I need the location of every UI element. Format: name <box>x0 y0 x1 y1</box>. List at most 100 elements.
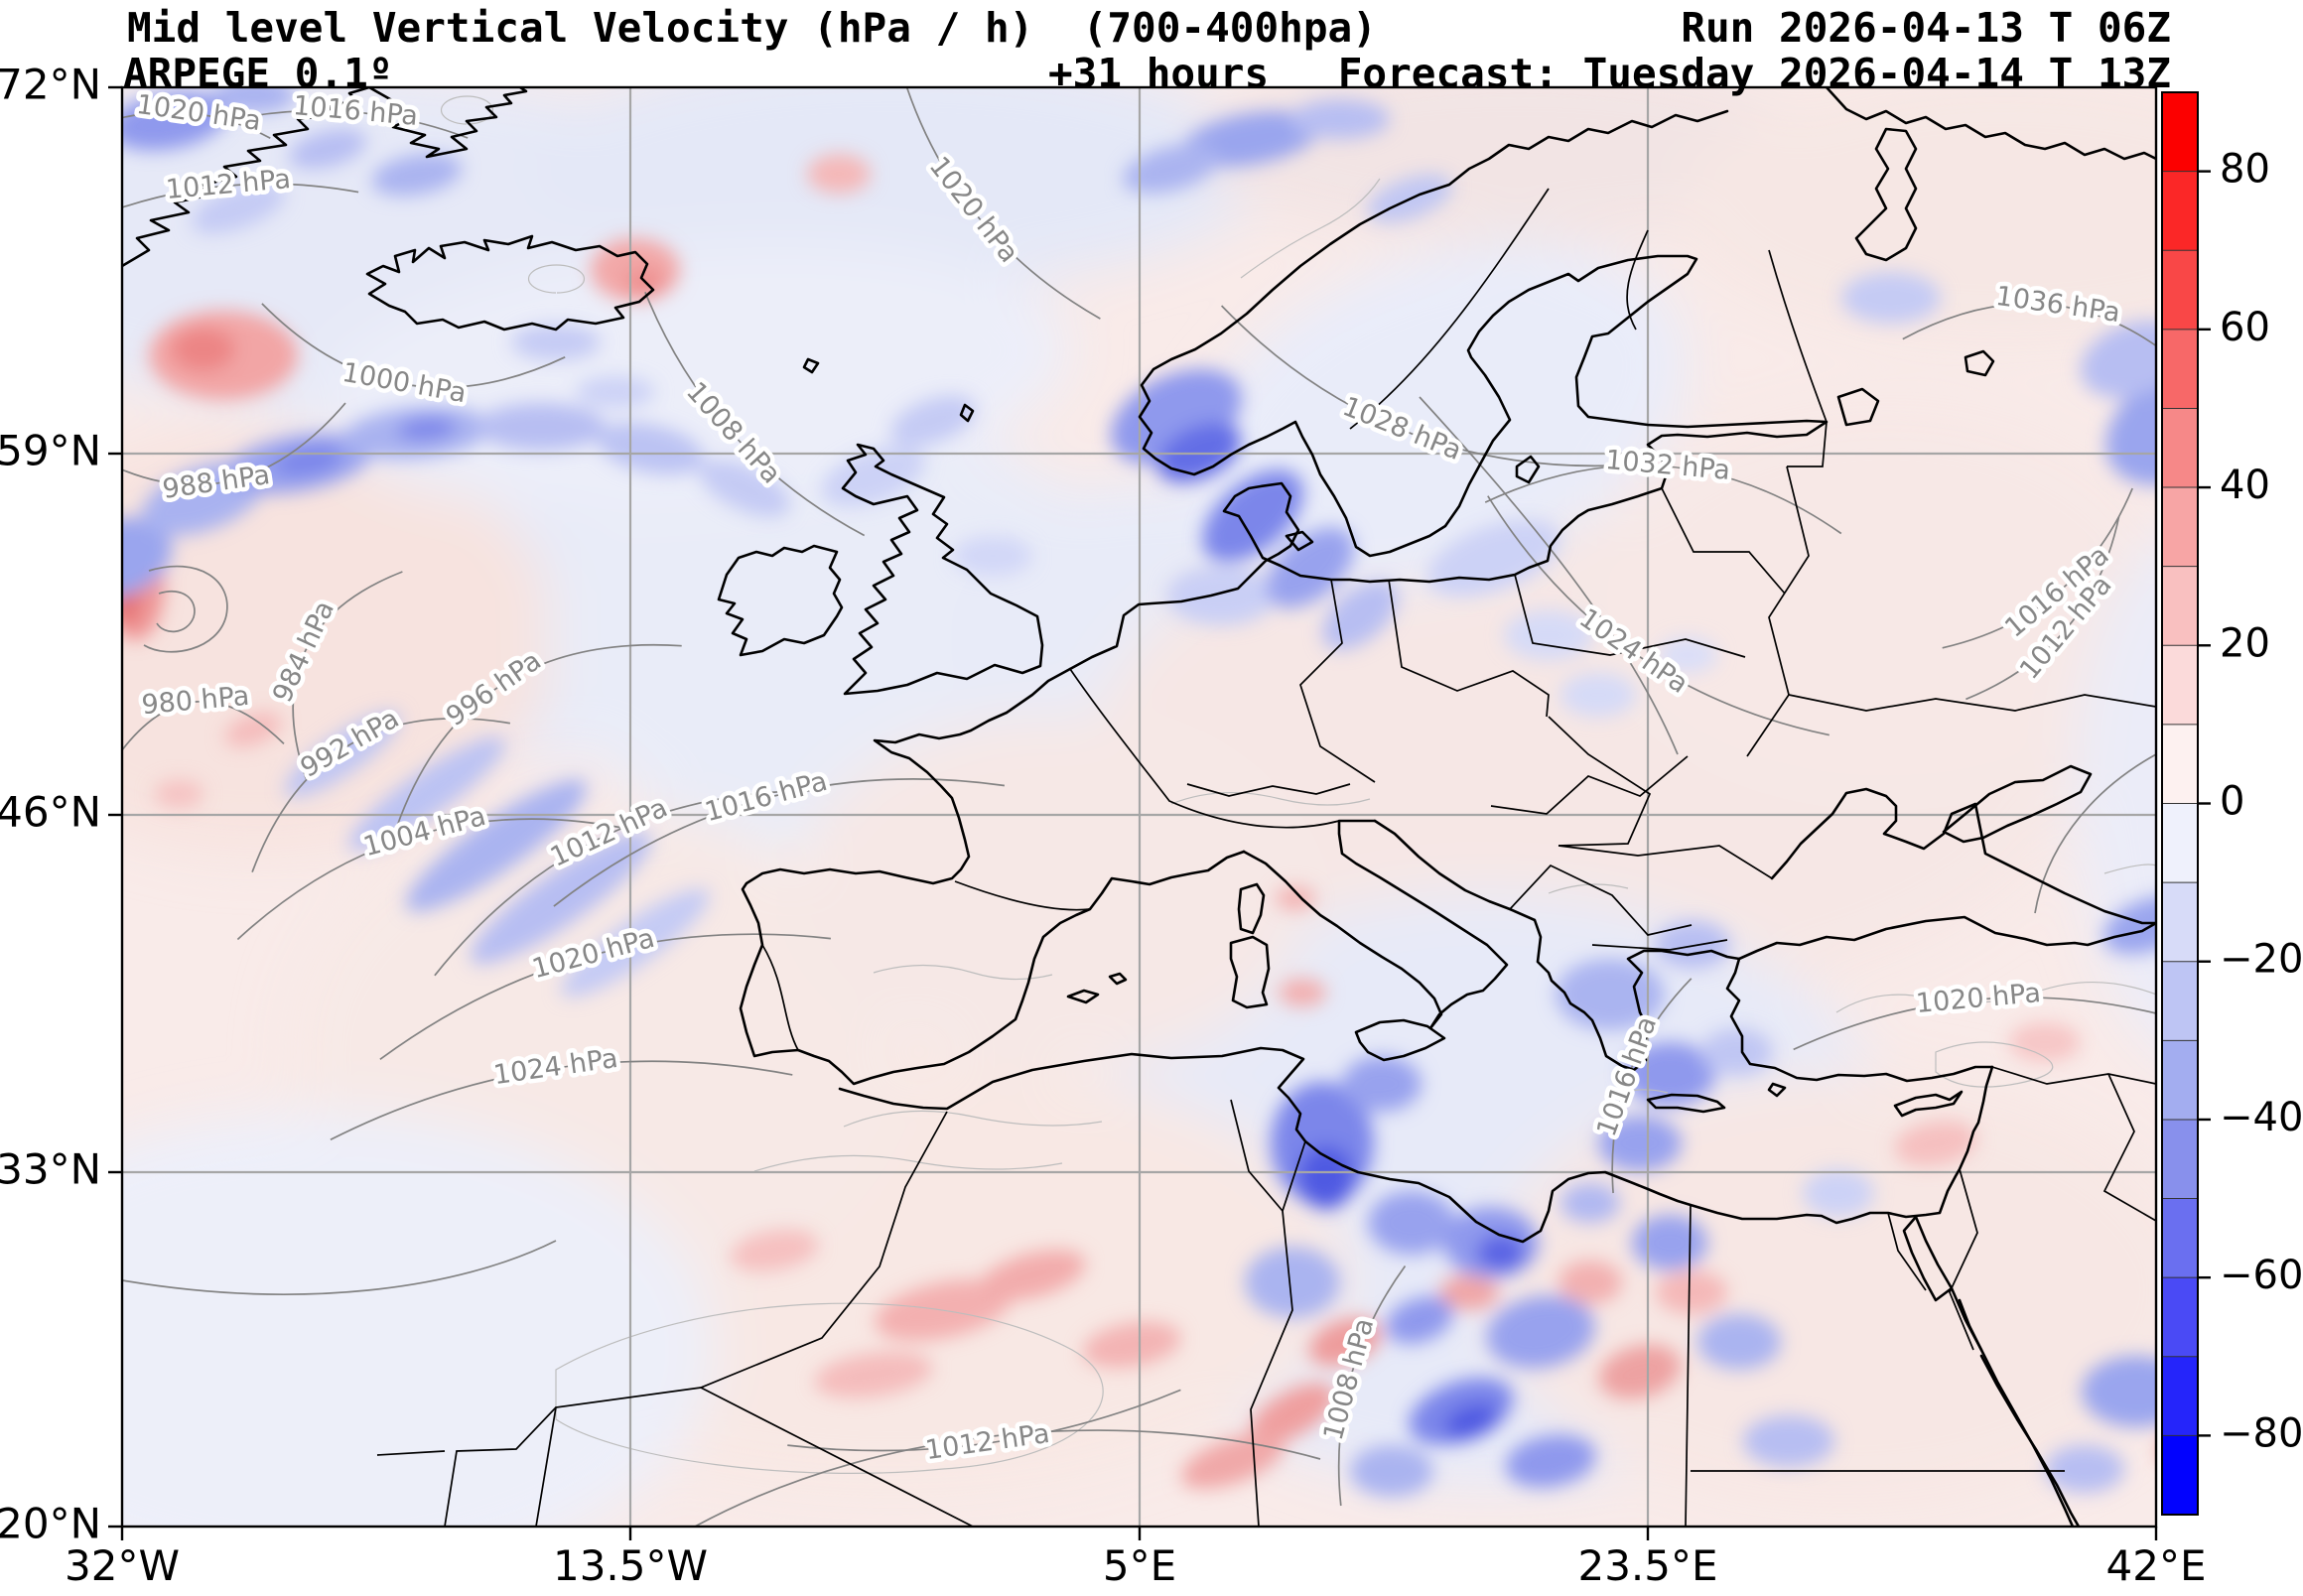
colorbar-segment <box>2162 92 2198 173</box>
y-tick-label: 46°N <box>0 788 101 837</box>
shading-blob <box>122 91 228 151</box>
isobar-path <box>143 565 228 653</box>
shading-blob <box>1276 886 1315 910</box>
shading-blob <box>1504 610 1593 660</box>
shading-blob <box>476 403 606 451</box>
shading-blob <box>284 711 401 798</box>
coastline-path <box>717 544 844 657</box>
border-path <box>1991 1066 2156 1085</box>
shading-blob <box>154 780 203 808</box>
shading-blob <box>814 1351 933 1398</box>
border-path <box>954 880 1091 911</box>
border-path <box>1788 694 2156 712</box>
isobar-path <box>644 291 866 537</box>
coastline-path <box>122 87 371 268</box>
shading-blob <box>1678 87 2156 347</box>
colorbar-segment <box>2162 171 2198 251</box>
isobar-path <box>1611 978 1693 1194</box>
border-path <box>1388 579 1550 718</box>
shading-blob <box>1350 1445 1433 1497</box>
shading-blob <box>289 128 366 170</box>
isobar-path <box>434 789 831 977</box>
colorbar-segment <box>2162 1435 2198 1516</box>
shading-blob <box>2210 999 2293 1068</box>
isobar-path <box>2034 753 2156 914</box>
coastline-path <box>1373 819 2156 1072</box>
colorbar-tick-label: −80 <box>2220 1410 2303 1456</box>
y-tick-label: 72°N <box>0 61 101 109</box>
coastline-path <box>1770 787 2156 925</box>
shading-blob <box>2009 1022 2081 1062</box>
shading-blob <box>172 328 235 371</box>
shading-blob <box>1308 1317 1382 1367</box>
isobar-path <box>156 590 196 633</box>
shading-blob <box>122 517 173 598</box>
border-path <box>1887 1212 1927 1291</box>
border-path <box>1787 421 1828 467</box>
terrain-contour-path <box>2103 864 2156 874</box>
shading-blob <box>122 427 556 854</box>
border-path <box>1548 716 1652 847</box>
shading-blob <box>1245 1247 1340 1318</box>
colorbar: 80 60 40 20 0 −20 −40 −60 −80 <box>2161 91 2303 1516</box>
border-path <box>1299 579 1376 783</box>
isobar-path <box>388 643 682 852</box>
shading-blob <box>1477 1235 1525 1270</box>
terrain-contour-path <box>843 1110 1103 1128</box>
isobar-path <box>122 183 359 208</box>
shading-blob <box>1250 1383 1335 1444</box>
isobar-path <box>1902 303 2156 347</box>
border-path <box>1230 1099 1284 1212</box>
model-label: ARPEGE 0.1º <box>123 50 393 97</box>
shading-blob <box>576 376 655 408</box>
shading-blob <box>1598 1344 1682 1399</box>
isobar-contours <box>122 87 2156 1527</box>
shading-blob <box>596 422 705 475</box>
colorbar-segment <box>2162 1040 2198 1121</box>
border-path <box>1069 668 1340 829</box>
colorbar-tick-label: 40 <box>2220 463 2270 508</box>
terrain-contour-path <box>873 964 1053 981</box>
page-title: Mid level Vertical Velocity (hPa / h) (7… <box>127 4 1377 52</box>
shading-blob <box>371 153 463 197</box>
shading-blob <box>122 1112 715 1527</box>
border-path <box>700 1387 974 1527</box>
run-info: Run 2026-04-13 T 06Z <box>1681 4 2171 52</box>
shading-blob <box>1588 397 2156 794</box>
shading-blob <box>1279 979 1326 1006</box>
shading-blob <box>1803 1169 1874 1217</box>
shading-blob <box>516 87 1271 288</box>
colorbar-tick-label: 60 <box>2220 305 2270 350</box>
colorbar-tick-label: −40 <box>2220 1095 2303 1140</box>
coastline-path <box>1229 935 1271 1009</box>
border-path <box>1685 1204 1692 1527</box>
colorbar-tick-label: −60 <box>2220 1253 2303 1298</box>
shading-blob <box>1841 272 1941 324</box>
isobar-path <box>251 717 511 872</box>
shading-blob <box>1632 1215 1707 1270</box>
country-borders <box>376 188 2156 1527</box>
latlon-gridlines <box>122 87 2156 1527</box>
x-tick-label: 42°E <box>2106 1541 2207 1590</box>
coastline-path <box>1893 1090 1964 1118</box>
shading-blob <box>1560 673 1636 717</box>
coastline-path <box>802 357 820 374</box>
forecast-info: Forecast: Tuesday 2026-04-14 T 13Z <box>1337 50 2171 97</box>
coastline-path <box>1068 109 1829 671</box>
border-path <box>1768 249 1828 423</box>
x-tick-label: 32°W <box>65 1541 180 1590</box>
shading-blob <box>1655 921 1730 969</box>
shading-blob <box>730 1229 819 1272</box>
shading-blob <box>1342 1056 1422 1112</box>
coastline-path <box>1942 764 2093 844</box>
shading-blob <box>561 888 710 998</box>
shading-blob <box>2190 1310 2281 1374</box>
border-path <box>1661 487 1786 595</box>
colorbar-segment <box>2162 1356 2198 1436</box>
coastline-path <box>365 234 655 332</box>
border-path <box>1558 845 1773 879</box>
coastline-path <box>1725 957 1994 1083</box>
shading-blob <box>1486 1295 1595 1369</box>
coastline-path <box>1646 1093 1726 1114</box>
